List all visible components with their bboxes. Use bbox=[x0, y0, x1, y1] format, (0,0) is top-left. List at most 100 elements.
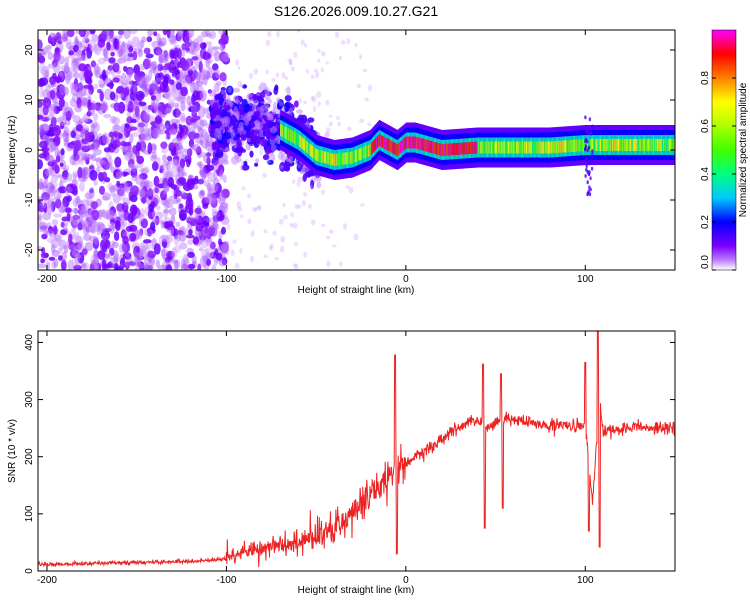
spectrogram-cell bbox=[240, 160, 245, 167]
spectrogram-cell bbox=[50, 37, 57, 47]
spectrogram-cell bbox=[100, 235, 110, 240]
spectrogram-cell bbox=[293, 52, 298, 59]
spectrogram-cell bbox=[38, 216, 42, 226]
spectrogram-cell bbox=[279, 165, 284, 169]
spectrogram-cell bbox=[155, 205, 161, 211]
spectrogram-cell bbox=[71, 218, 78, 229]
spectrogram-cell bbox=[176, 197, 181, 203]
spectrogram-cell bbox=[117, 188, 125, 197]
spectrogram-cell bbox=[93, 264, 98, 270]
spectrogram-cell bbox=[162, 154, 168, 162]
snr-y-tick-label: 0 bbox=[24, 568, 35, 574]
spectrogram-cell bbox=[85, 227, 91, 233]
spectrogram-cell bbox=[359, 118, 365, 123]
spectrogram-cell bbox=[73, 153, 80, 161]
spectrogram-cell bbox=[180, 225, 186, 231]
spectrogram-cell bbox=[209, 109, 217, 120]
spectrogram-cell bbox=[255, 158, 260, 164]
spectrogram-cell bbox=[272, 230, 277, 236]
spectrogram-cell bbox=[121, 186, 130, 192]
spectrogram-cell bbox=[213, 130, 221, 139]
spectrogram-cell bbox=[337, 121, 341, 127]
spectrogram-cell bbox=[196, 161, 202, 167]
spectrogram-cell bbox=[68, 66, 77, 78]
spectrogram-cell bbox=[75, 196, 80, 201]
spectrogram-cell bbox=[194, 215, 200, 221]
spectrogram-cell bbox=[186, 76, 191, 83]
spectrogram-cell bbox=[89, 131, 95, 136]
spectrogram-cell bbox=[47, 237, 54, 244]
spectrogram-cell bbox=[266, 158, 271, 164]
spectrogram-cell bbox=[60, 121, 65, 130]
spectrogram-cell bbox=[100, 100, 108, 112]
spectrogram-cell bbox=[196, 35, 203, 43]
snr-x-tick-label: 100 bbox=[577, 575, 594, 586]
spectrogram-cell bbox=[185, 197, 194, 210]
spectrogram-cell bbox=[187, 251, 195, 258]
spectrogram-cell bbox=[38, 263, 47, 269]
spectrogram-cell bbox=[208, 89, 217, 97]
spectrogram-cell bbox=[108, 35, 114, 43]
spectrogram-cell bbox=[74, 199, 83, 204]
spectrogram-cell bbox=[162, 30, 168, 36]
spectrogram-cell bbox=[168, 251, 174, 257]
spectrogram-cell bbox=[113, 231, 120, 242]
spectrogram-cell bbox=[57, 202, 67, 214]
spectrogram-cell bbox=[90, 254, 100, 266]
spectrogram-cell bbox=[71, 161, 79, 166]
spectrogram-cell bbox=[56, 174, 63, 179]
spectrogram-cell bbox=[78, 50, 83, 57]
spectrogram-cell bbox=[138, 262, 145, 270]
spectrogram-cell bbox=[181, 68, 188, 80]
spectrogram-cell bbox=[38, 114, 44, 120]
spectrogram-cell bbox=[120, 213, 125, 225]
spectrogram-cell bbox=[50, 237, 60, 249]
spectrogram-cell bbox=[227, 128, 233, 134]
spectrogram-cell bbox=[83, 140, 91, 150]
spectrogram-cell bbox=[236, 138, 242, 149]
spectrogram-cell bbox=[150, 154, 158, 162]
spectrogram-cell bbox=[138, 137, 147, 142]
spectrogram-cell bbox=[60, 148, 65, 156]
spectrogram-cell bbox=[43, 229, 49, 236]
spectrogram-cell bbox=[51, 261, 57, 269]
spectrogram-cell bbox=[38, 53, 43, 60]
spectrogram-cell bbox=[132, 51, 138, 61]
spectrogram-cell bbox=[172, 199, 180, 205]
spectrogram-cell bbox=[164, 91, 171, 101]
spectrogram-cell bbox=[263, 229, 268, 234]
spectrogram-cell bbox=[74, 35, 79, 47]
spectrogram-cell bbox=[58, 40, 62, 45]
spectrogram-cell bbox=[118, 53, 123, 61]
colorbar: 0.00.20.40.60.8 Normalized spectral ampl… bbox=[700, 29, 749, 271]
spectrogram-cell bbox=[120, 141, 127, 147]
spectrogram-cell bbox=[157, 105, 167, 112]
spectrogram-cell bbox=[112, 124, 121, 131]
spectrogram-cell bbox=[584, 115, 587, 120]
spectrogram-cell bbox=[194, 148, 202, 154]
spectrogram-cell bbox=[71, 214, 81, 226]
spectrogram-cell bbox=[72, 214, 80, 221]
spectrogram-cell bbox=[71, 178, 77, 187]
spectrogram-cell bbox=[64, 165, 70, 172]
spectrogram-cell bbox=[66, 183, 75, 193]
spectrogram-cell bbox=[62, 196, 70, 208]
spectrogram-cell bbox=[152, 89, 159, 94]
spectrogram-cell bbox=[61, 30, 69, 41]
spectrogram-cell bbox=[105, 68, 111, 76]
spectrogram-cell bbox=[175, 32, 182, 42]
spectrogram-cell bbox=[345, 185, 350, 189]
spectrogram-cell bbox=[42, 102, 52, 107]
spectrogram-cell bbox=[87, 219, 93, 228]
spectrogram-cell bbox=[197, 105, 206, 118]
spectrogram-cell bbox=[180, 172, 188, 177]
spectrogram-cell bbox=[170, 158, 178, 168]
spectrogram-cell bbox=[139, 83, 147, 89]
spectrogram-cell bbox=[103, 113, 112, 119]
spectrogram-cell bbox=[125, 180, 133, 188]
spectrogram-cell bbox=[169, 38, 178, 46]
spectrogram-cell bbox=[112, 116, 121, 125]
spectrogram-cell bbox=[185, 234, 195, 239]
spectrogram-cell bbox=[158, 54, 167, 62]
spectrogram-cell bbox=[97, 57, 106, 65]
